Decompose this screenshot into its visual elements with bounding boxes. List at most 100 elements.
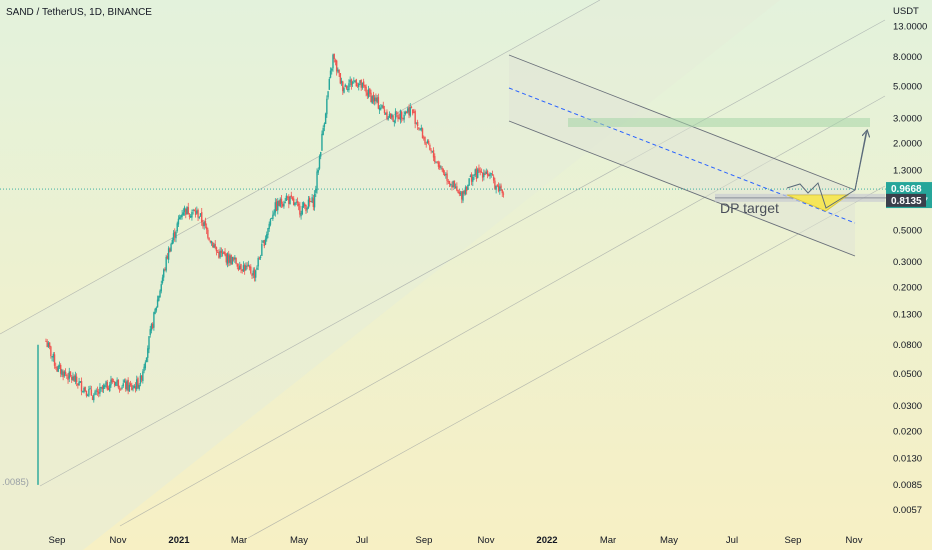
candle-body	[467, 184, 469, 190]
candle-body	[452, 180, 454, 188]
candle-body	[475, 168, 478, 180]
candle-body	[94, 391, 96, 395]
candle-body	[246, 266, 248, 267]
candle-body	[445, 174, 447, 175]
candle-body	[381, 105, 383, 108]
candle-body	[153, 312, 155, 328]
candle-body	[307, 199, 310, 208]
candle-body	[297, 203, 300, 206]
candle-body	[209, 240, 212, 243]
candle-body	[53, 354, 56, 366]
x-tick-label: Nov	[110, 535, 127, 546]
candle-body	[277, 201, 279, 211]
candle-body	[370, 92, 372, 103]
candle-body	[326, 98, 328, 115]
falling-channel-lower	[508, 120, 856, 257]
candle-body	[293, 198, 295, 205]
candle-body	[160, 284, 162, 292]
candle-body	[358, 83, 360, 87]
candle-body	[50, 346, 52, 357]
candle-body	[203, 222, 205, 227]
price-axis[interactable]: 13.0000 8.0000 5.0000 3.0000 2.0000 1.3000 0.5…	[886, 6, 932, 516]
candle-body	[486, 171, 489, 176]
candle-body	[389, 113, 392, 119]
candle-body	[279, 198, 281, 207]
candle-body	[356, 85, 359, 87]
candle-body	[408, 107, 410, 116]
candle-body	[261, 243, 263, 256]
y-tick-label: 0.5000	[893, 225, 922, 236]
candle-body	[351, 82, 354, 84]
candle-body	[332, 54, 334, 69]
candle-body	[46, 341, 48, 347]
candle-body	[485, 171, 488, 174]
candle-body	[234, 257, 236, 260]
candle-body	[126, 381, 128, 390]
candle-body	[378, 107, 381, 111]
candle-body	[150, 324, 153, 331]
candle-body	[239, 265, 241, 270]
candle-body	[205, 226, 208, 230]
candle-body	[237, 267, 240, 270]
candle-body	[147, 348, 149, 358]
candle-body	[84, 387, 86, 392]
candle-body	[457, 190, 459, 193]
candle-body	[272, 214, 274, 219]
candle-body	[423, 137, 425, 139]
candle-body	[109, 384, 111, 392]
candle-body	[55, 366, 57, 368]
time-axis[interactable]: Sep Nov 2021 Mar May Jul Sep Nov 2022 Mar May Jul Se…	[49, 535, 863, 546]
candle-body	[204, 220, 207, 226]
candle-body	[143, 366, 145, 372]
candle-body	[359, 80, 361, 83]
candle-body	[63, 371, 66, 376]
candle-body	[360, 79, 362, 88]
candle-body	[149, 329, 151, 336]
candle-body	[210, 241, 213, 243]
candle-body	[127, 379, 129, 391]
candle-body	[196, 210, 198, 214]
candle-body	[320, 151, 322, 157]
candle-body	[66, 374, 68, 376]
annotation-text: DP target	[720, 200, 779, 216]
candle-body	[306, 208, 308, 210]
candle-body	[112, 381, 115, 383]
rising-channel-line	[247, 185, 886, 539]
candle-body	[166, 256, 169, 259]
candle-body	[470, 174, 473, 182]
candle-body	[458, 191, 461, 194]
y-tick-label: 0.0057	[893, 505, 922, 516]
candle-body	[262, 240, 264, 243]
candle-body	[133, 385, 135, 388]
candle-body	[407, 108, 409, 113]
candle-body	[451, 185, 453, 188]
candle-body	[300, 213, 302, 217]
candle-body	[502, 193, 505, 195]
candle-body	[225, 254, 227, 263]
candle-body	[188, 215, 191, 217]
symbol-title[interactable]: SAND / TetherUS, 1D, BINANCE	[6, 7, 152, 18]
candle-body	[284, 201, 286, 204]
candle-body	[257, 258, 259, 267]
candle-body	[148, 336, 150, 350]
x-tick-label: Sep	[49, 535, 66, 546]
candle-body	[405, 112, 408, 114]
candle-body	[278, 200, 280, 206]
candle-body	[229, 255, 231, 263]
candle-body	[214, 244, 216, 248]
candle-body	[419, 129, 421, 131]
projection-arrow	[854, 131, 867, 191]
candle-body	[52, 354, 55, 358]
candle-body	[216, 252, 219, 253]
candle-body	[343, 88, 345, 93]
candle-body	[267, 228, 269, 235]
candle-body	[215, 247, 218, 252]
candle-body	[436, 161, 438, 163]
candle-body	[71, 376, 73, 380]
y-tick-label: 0.1300	[893, 309, 922, 320]
candle-body	[462, 191, 464, 201]
candle-body	[185, 208, 187, 215]
candle-body	[240, 264, 242, 270]
candle-body	[116, 379, 118, 382]
